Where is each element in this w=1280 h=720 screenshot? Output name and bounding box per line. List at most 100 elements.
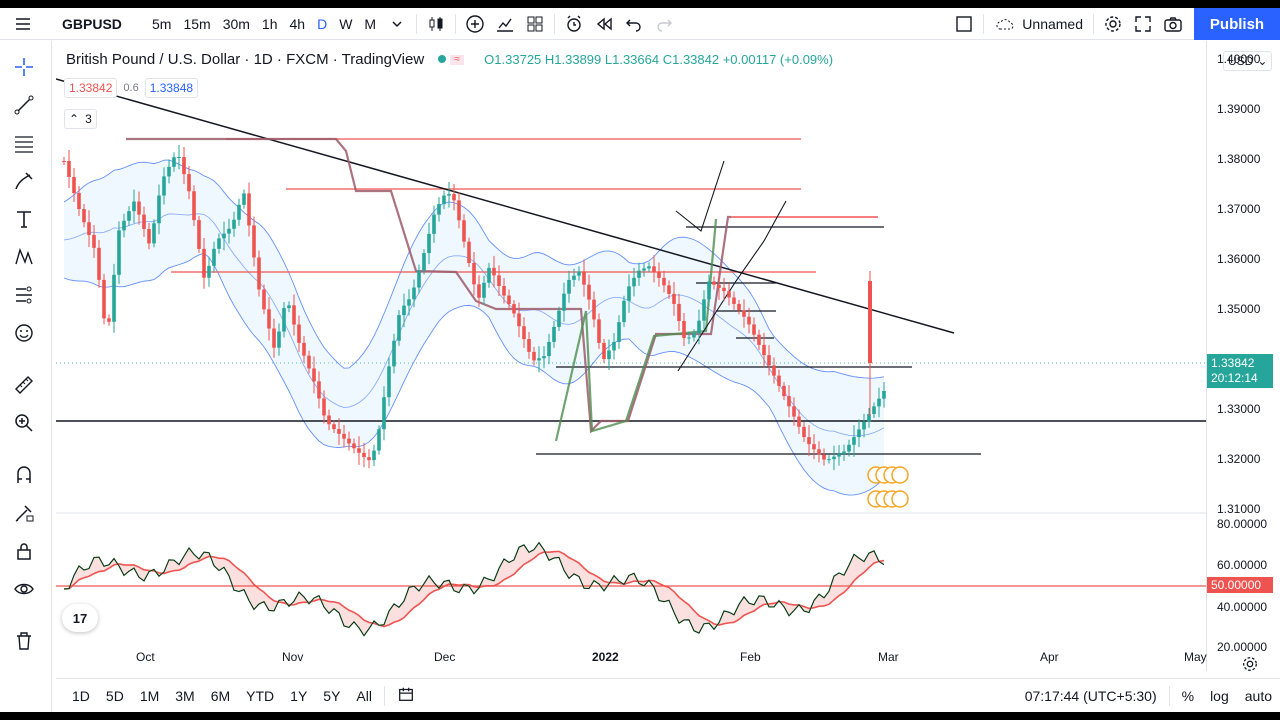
range-6M[interactable]: 6M: [210, 687, 231, 704]
crosshair-icon[interactable]: [10, 53, 38, 81]
range-1Y[interactable]: 1Y: [290, 687, 308, 704]
symbol-search[interactable]: GBPUSD: [62, 15, 122, 32]
candle-body: [137, 201, 141, 215]
brush-icon[interactable]: [10, 167, 38, 195]
range-YTD[interactable]: YTD: [246, 687, 275, 704]
cloud-icon: [996, 18, 1014, 29]
candle-body: [252, 225, 256, 258]
tradingview-logo-icon[interactable]: 17: [62, 604, 98, 632]
date-range-icon[interactable]: [389, 685, 423, 706]
candle-body: [342, 433, 346, 439]
ruler-icon[interactable]: [10, 371, 38, 399]
pattern-icon[interactable]: [10, 243, 38, 271]
undo-icon[interactable]: [619, 8, 649, 40]
candle-body: [262, 289, 266, 310]
add-indicator-icon[interactable]: [460, 8, 490, 40]
indicators-collapse[interactable]: ⌃ 3: [64, 109, 97, 129]
interval-1h[interactable]: 1h: [261, 15, 278, 32]
lock-drawing-icon[interactable]: [10, 499, 38, 527]
publish-button[interactable]: Publish: [1194, 8, 1280, 40]
chart-area[interactable]: [56, 41, 1206, 671]
chevron-up-icon: ⌃: [69, 112, 80, 126]
auto-toggle[interactable]: auto: [1244, 687, 1272, 704]
candle-body: [642, 268, 646, 271]
settings-gear-icon[interactable]: [1098, 8, 1128, 40]
currency-select[interactable]: USD ⌄: [1223, 51, 1273, 71]
candle-body: [527, 339, 531, 352]
candle-body: [332, 424, 336, 430]
interval-M[interactable]: M: [364, 15, 377, 32]
range-5D[interactable]: 5D: [105, 687, 124, 704]
templates-icon[interactable]: [520, 8, 550, 40]
emoji-icon[interactable]: [10, 319, 38, 347]
drawings[interactable]: [56, 78, 1206, 455]
time-label: 2022: [592, 650, 619, 664]
indicators-icon[interactable]: [490, 8, 520, 40]
candle-body: [457, 200, 461, 221]
candle-body: [727, 291, 731, 298]
clock[interactable]: 07:17:44 (UTC+5:30): [1024, 687, 1157, 704]
interval-15m[interactable]: 15m: [183, 15, 211, 32]
time-axis[interactable]: Oct Nov Dec 2022 Feb Mar Apr May: [56, 644, 1207, 672]
candle-body: [512, 304, 516, 314]
candle-body: [377, 429, 381, 451]
candle-body: [327, 415, 331, 425]
candle-body: [287, 305, 291, 309]
interval-4h[interactable]: 4h: [289, 15, 306, 32]
candle-body: [482, 282, 486, 298]
candle-body: [417, 270, 421, 288]
text-icon[interactable]: [10, 205, 38, 233]
candle-body: [312, 368, 316, 382]
chevron-down-icon[interactable]: [382, 8, 412, 40]
interval-30m[interactable]: 30m: [222, 15, 250, 32]
trendline-icon[interactable]: [10, 91, 38, 119]
price-label: 1.36000: [1217, 252, 1261, 266]
lock-icon[interactable]: [10, 537, 38, 565]
percent-toggle[interactable]: %: [1181, 687, 1195, 704]
buy-button[interactable]: 1.33848: [144, 78, 199, 98]
zoom-icon[interactable]: [10, 409, 38, 437]
candle-body: [67, 161, 71, 178]
menu-icon[interactable]: [0, 8, 46, 40]
eye-icon[interactable]: [10, 575, 38, 603]
range-1M[interactable]: 1M: [139, 687, 160, 704]
magnet-icon[interactable]: [10, 461, 38, 489]
interval-D[interactable]: D: [317, 15, 328, 32]
event-flag-icon: [891, 466, 909, 484]
layout-name-label: Unnamed: [1022, 15, 1083, 32]
interval-W[interactable]: W: [339, 15, 353, 32]
candle-body: [687, 337, 691, 339]
range-All[interactable]: All: [356, 687, 372, 704]
camera-icon[interactable]: [1158, 8, 1188, 40]
replay-icon[interactable]: [589, 8, 619, 40]
alert-icon[interactable]: [559, 8, 589, 40]
candle-body: [867, 414, 871, 422]
layout-name[interactable]: Unnamed: [988, 8, 1089, 40]
redo-icon[interactable]: [649, 8, 679, 40]
settings-gear-icon[interactable]: [1241, 655, 1259, 676]
price-scale[interactable]: USD ⌄ 1.40000 1.39000 1.38000 1.37000 1.36000…: [1206, 41, 1280, 671]
range-3M[interactable]: 3M: [175, 687, 195, 704]
range-1D[interactable]: 1D: [72, 687, 90, 704]
candle-body: [307, 355, 311, 369]
candle-body: [817, 449, 821, 455]
price-label: 1.31000: [1217, 502, 1261, 516]
price-label: 1.39000: [1217, 102, 1261, 116]
range-5Y[interactable]: 5Y: [323, 687, 341, 704]
layout-icon[interactable]: [949, 8, 979, 40]
interval-5m[interactable]: 5m: [152, 15, 172, 32]
fib-icon[interactable]: [10, 129, 38, 157]
trash-icon[interactable]: [10, 627, 38, 655]
log-toggle[interactable]: log: [1210, 687, 1229, 704]
event-flag-icon: [891, 490, 909, 508]
prediction-icon[interactable]: [10, 281, 38, 309]
sell-button[interactable]: 1.33842: [64, 78, 118, 98]
candles-icon[interactable]: [421, 8, 451, 40]
candle-body: [167, 166, 171, 177]
candle-body: [532, 351, 536, 361]
candle-body: [82, 209, 86, 223]
candle-body: [742, 310, 746, 317]
chart-canvas[interactable]: [56, 41, 1206, 671]
fullscreen-icon[interactable]: [1128, 8, 1158, 40]
price-label: 1.38000: [1217, 152, 1261, 166]
